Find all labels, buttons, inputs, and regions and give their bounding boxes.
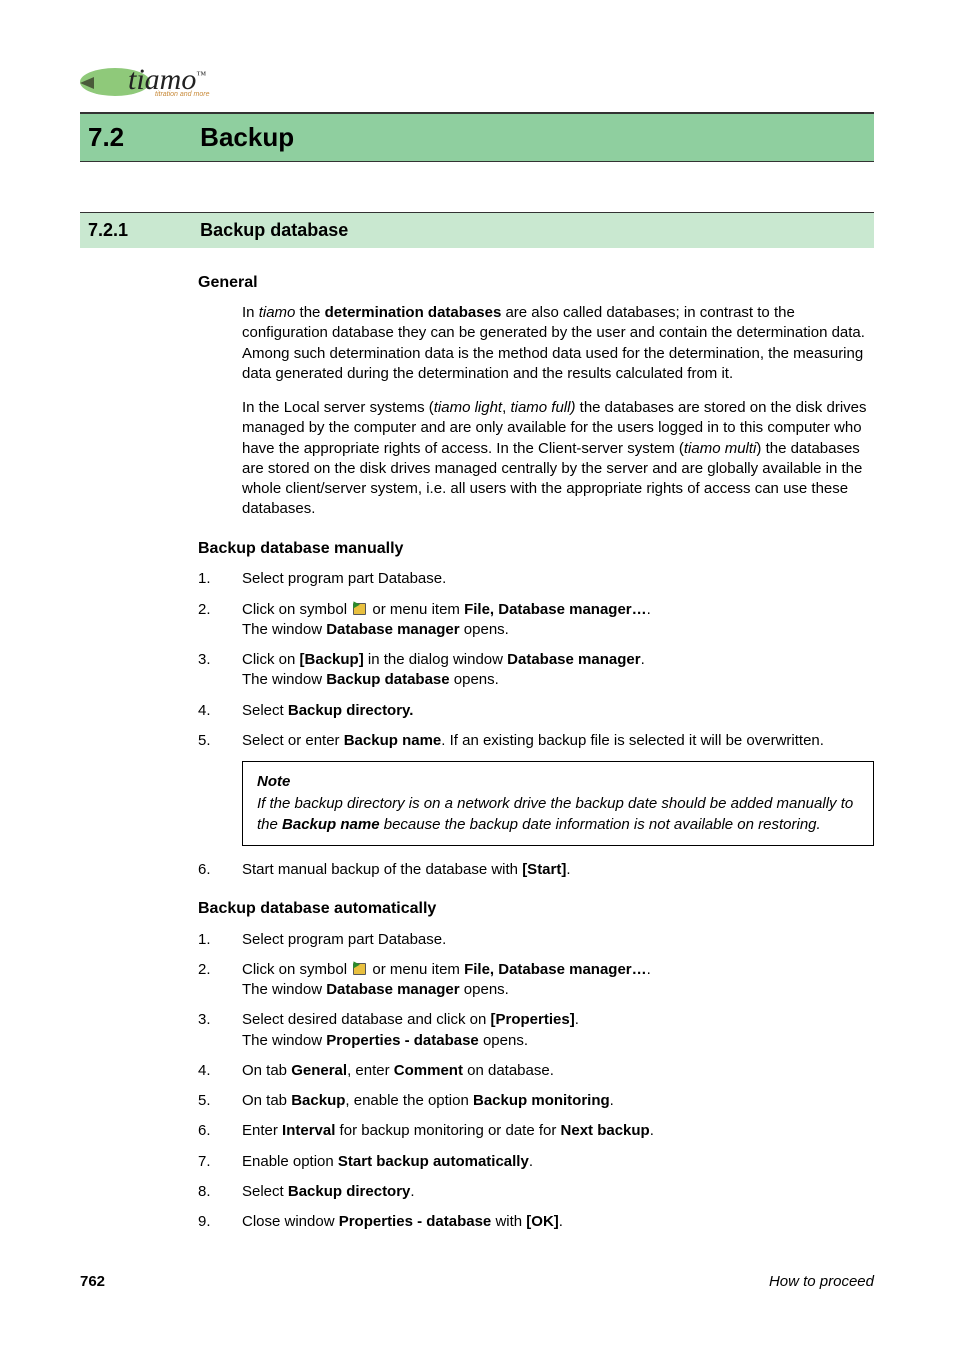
heading-manual: Backup database manually [198, 538, 874, 560]
list-item: 5. Select or enter Backup name. If an ex… [198, 731, 874, 751]
list-item: 1.Select program part Database. [198, 930, 874, 950]
general-para-1: In tiamo the determination databases are… [242, 303, 874, 384]
auto-steps: 1.Select program part Database. 2. Click… [198, 930, 874, 1233]
footer-title: How to proceed [769, 1272, 874, 1292]
section-num: 7.2 [88, 120, 196, 155]
section-heading-7-2: 7.2 Backup [80, 112, 874, 162]
list-item: 3. Select desired database and click on … [198, 1010, 874, 1051]
database-manager-icon [351, 961, 368, 976]
subsection-title: Backup database [200, 220, 348, 240]
list-item: 8. Select Backup directory. [198, 1182, 874, 1202]
subsection-heading-7-2-1: 7.2.1 Backup database [80, 212, 874, 247]
logo: tiamo™ titration and more [80, 60, 874, 106]
general-para-2: In the Local server systems (tiamo light… [242, 398, 874, 520]
list-item: 5. On tab Backup, enable the option Back… [198, 1091, 874, 1111]
section-title: Backup [200, 122, 294, 152]
note-box: Note If the backup directory is on a net… [242, 761, 874, 846]
list-item: 9. Close window Properties - database wi… [198, 1212, 874, 1232]
heading-auto: Backup database automatically [198, 898, 874, 920]
list-item: 1.Select program part Database. [198, 569, 874, 589]
subsection-num: 7.2.1 [88, 218, 196, 242]
list-item: 3. Click on [Backup] in the dialog windo… [198, 650, 874, 691]
list-item: 6. Enter Interval for backup monitoring … [198, 1121, 874, 1141]
logo-sub: titration and more [155, 90, 209, 99]
list-item: 4. Select Backup directory. [198, 701, 874, 721]
page-number: 762 [80, 1272, 105, 1292]
list-item: 2. Click on symbol or menu item File, Da… [198, 600, 874, 641]
note-title: Note [257, 772, 859, 792]
page-footer: 762 How to proceed [80, 1272, 874, 1292]
logo-tm: ™ [196, 70, 206, 81]
note-body: If the backup directory is on a network … [257, 794, 859, 835]
list-item: 4. On tab General, enter Comment on data… [198, 1061, 874, 1081]
heading-general: General [198, 272, 874, 294]
database-manager-icon [351, 601, 368, 616]
list-item: 2. Click on symbol or menu item File, Da… [198, 960, 874, 1001]
list-item: 7. Enable option Start backup automatica… [198, 1152, 874, 1172]
list-item: 6. Start manual backup of the database w… [198, 860, 874, 880]
manual-steps-cont: 6. Start manual backup of the database w… [198, 860, 874, 880]
manual-steps: 1.Select program part Database. 2. Click… [198, 569, 874, 751]
